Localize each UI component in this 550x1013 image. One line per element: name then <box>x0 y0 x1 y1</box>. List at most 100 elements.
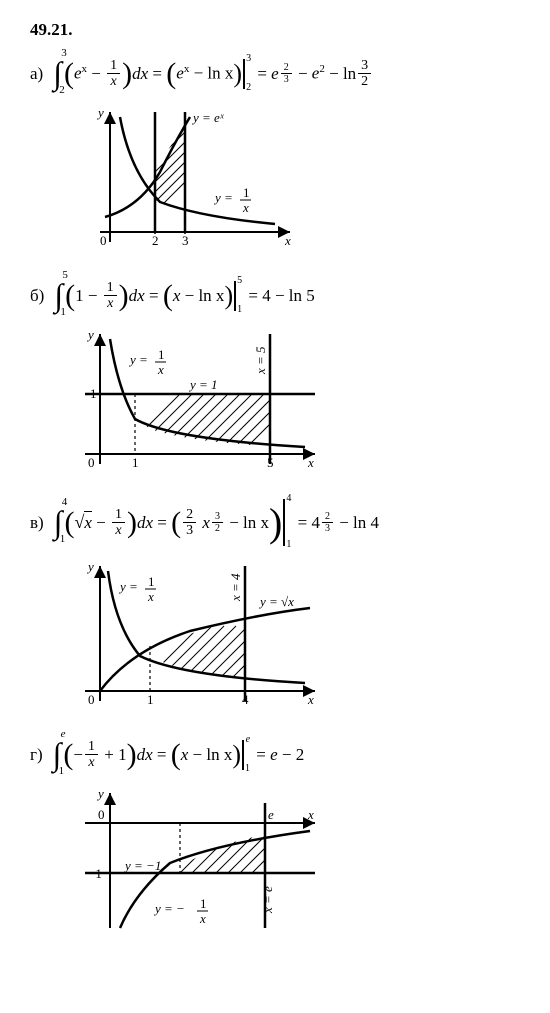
plus1: + 1 <box>100 745 127 765</box>
part-b: б) ∫ 5 1 ( 1 − 1 x ) dx = ( x − ln x ) 5… <box>30 277 520 474</box>
integral-sign: ∫ 5 1 <box>54 277 63 314</box>
svg-text:x: x <box>307 455 314 470</box>
integral-sign: ∫ 4 1 <box>54 504 63 541</box>
svg-text:1: 1 <box>148 574 155 589</box>
term2: e2 <box>312 63 325 84</box>
antideriv: x − ln x <box>173 286 225 306</box>
minus: − <box>325 64 343 84</box>
problem-number: 49.21. <box>30 20 520 40</box>
svg-text:1: 1 <box>147 692 154 707</box>
int-lower: 1 <box>59 765 65 777</box>
equation-a: а) ∫ 3 2 ( ex − 1 x ) dx = ( ex − ln x )… <box>30 55 520 92</box>
svg-text:x: x <box>157 362 164 377</box>
paren-left: ( <box>166 57 176 91</box>
label-c: в) <box>30 513 44 533</box>
frac-1-x: 1 x <box>104 280 117 312</box>
paren-left: ( <box>65 279 75 313</box>
svg-text:−1: −1 <box>88 866 102 881</box>
exp-frac: 2 3 <box>281 62 292 85</box>
rhs: 4 − ln 5 <box>262 286 315 306</box>
equation-d: г) ∫ e 1 ( − 1 x + 1 ) dx = ( x − ln x )… <box>30 736 520 773</box>
int-lower: 1 <box>60 533 66 545</box>
minus: − <box>92 513 110 533</box>
integral-sign: ∫ 3 2 <box>53 55 62 92</box>
dx: dx <box>137 513 153 533</box>
svg-text:y = −1: y = −1 <box>123 858 161 873</box>
minus: − <box>294 64 312 84</box>
x-exp: x <box>198 513 210 533</box>
part-a: а) ∫ 3 2 ( ex − 1 x ) dx = ( ex − ln x )… <box>30 55 520 252</box>
svg-text:1: 1 <box>132 455 139 470</box>
svg-text:x = 5: x = 5 <box>253 346 268 375</box>
svg-text:x = e: x = e <box>260 886 275 914</box>
frac-1-x: 1 x <box>85 739 98 771</box>
dx: dx <box>137 745 153 765</box>
integral-sign: ∫ e 1 <box>53 736 62 773</box>
rhs: e − 2 <box>270 745 304 765</box>
eq: = <box>153 513 171 533</box>
int-lower: 1 <box>60 306 66 318</box>
e: ex <box>74 63 87 84</box>
svg-text:3: 3 <box>182 233 189 248</box>
part-c: в) ∫ 4 1 ( √x − 1 x ) dx = ( 2 3 x 3 2 −… <box>30 499 520 711</box>
svg-text:y = 1: y = 1 <box>188 377 218 392</box>
paren-left: ( <box>171 506 181 540</box>
svg-text:1: 1 <box>90 386 97 401</box>
eq: = <box>252 745 270 765</box>
svg-text:2: 2 <box>152 233 159 248</box>
svg-text:y =: y = <box>213 190 233 205</box>
svg-text:0: 0 <box>98 807 105 822</box>
int-upper: 5 <box>62 269 68 281</box>
svg-text:0: 0 <box>100 233 107 248</box>
term1: e <box>271 64 279 84</box>
int-upper: 4 <box>62 496 68 508</box>
svg-text:x: x <box>199 911 206 926</box>
svg-text:y = −: y = − <box>153 901 185 916</box>
label-d: г) <box>30 745 43 765</box>
minus: − <box>87 64 105 84</box>
svg-text:y =: y = <box>118 579 138 594</box>
svg-text:1: 1 <box>200 896 207 911</box>
eq: = <box>148 64 166 84</box>
dx: dx <box>129 286 145 306</box>
paren-left: ( <box>163 279 173 313</box>
eval-bar: ) 4 1 <box>269 499 285 546</box>
paren-left: ( <box>63 738 73 772</box>
paren-left: ( <box>64 57 74 91</box>
part-d: г) ∫ e 1 ( − 1 x + 1 ) dx = ( x − ln x )… <box>30 736 520 933</box>
eq: = <box>145 286 163 306</box>
equation-c: в) ∫ 4 1 ( √x − 1 x ) dx = ( 2 3 x 3 2 −… <box>30 499 520 546</box>
svg-text:y: y <box>96 786 104 801</box>
svg-text:x: x <box>307 807 314 822</box>
eval-bar: ) e 1 <box>232 740 244 770</box>
frac-2-3: 2 3 <box>183 507 196 539</box>
minus-ln4: − ln 4 <box>335 513 379 533</box>
svg-text:y: y <box>86 559 94 574</box>
ln: ln <box>343 64 356 84</box>
equation-b: б) ∫ 5 1 ( 1 − 1 x ) dx = ( x − ln x ) 5… <box>30 277 520 314</box>
paren-right: ) <box>127 506 137 540</box>
int-lower: 2 <box>59 84 65 96</box>
svg-text:1: 1 <box>158 347 165 362</box>
graph-b: 0 1 5 1 x y y = 1 x y = 1 x = 5 <box>60 324 330 474</box>
svg-text:x: x <box>242 200 249 215</box>
antideriv: ex − ln x <box>176 63 233 84</box>
svg-text:e: e <box>268 807 274 822</box>
eq: = <box>244 286 262 306</box>
int-upper: e <box>61 728 66 740</box>
graph-d: 0 −1 e x y y = −1 y = − 1 x x = e <box>60 783 330 933</box>
label-a: а) <box>30 64 43 84</box>
frac-1-x: 1 x <box>107 58 120 90</box>
paren-left: ( <box>64 506 74 540</box>
antideriv: x − ln x <box>181 745 233 765</box>
minus: − <box>84 286 102 306</box>
frac-1-x: 1 x <box>112 507 125 539</box>
paren-right: ) <box>122 57 132 91</box>
svg-text:5: 5 <box>267 455 274 470</box>
paren-right: ) <box>127 738 137 772</box>
minus: − ln x <box>225 513 269 533</box>
svg-text:x: x <box>284 233 291 248</box>
exp-frac: 3 2 <box>212 511 223 534</box>
sqrtx: √x <box>74 512 91 533</box>
svg-text:y =: y = <box>128 352 148 367</box>
